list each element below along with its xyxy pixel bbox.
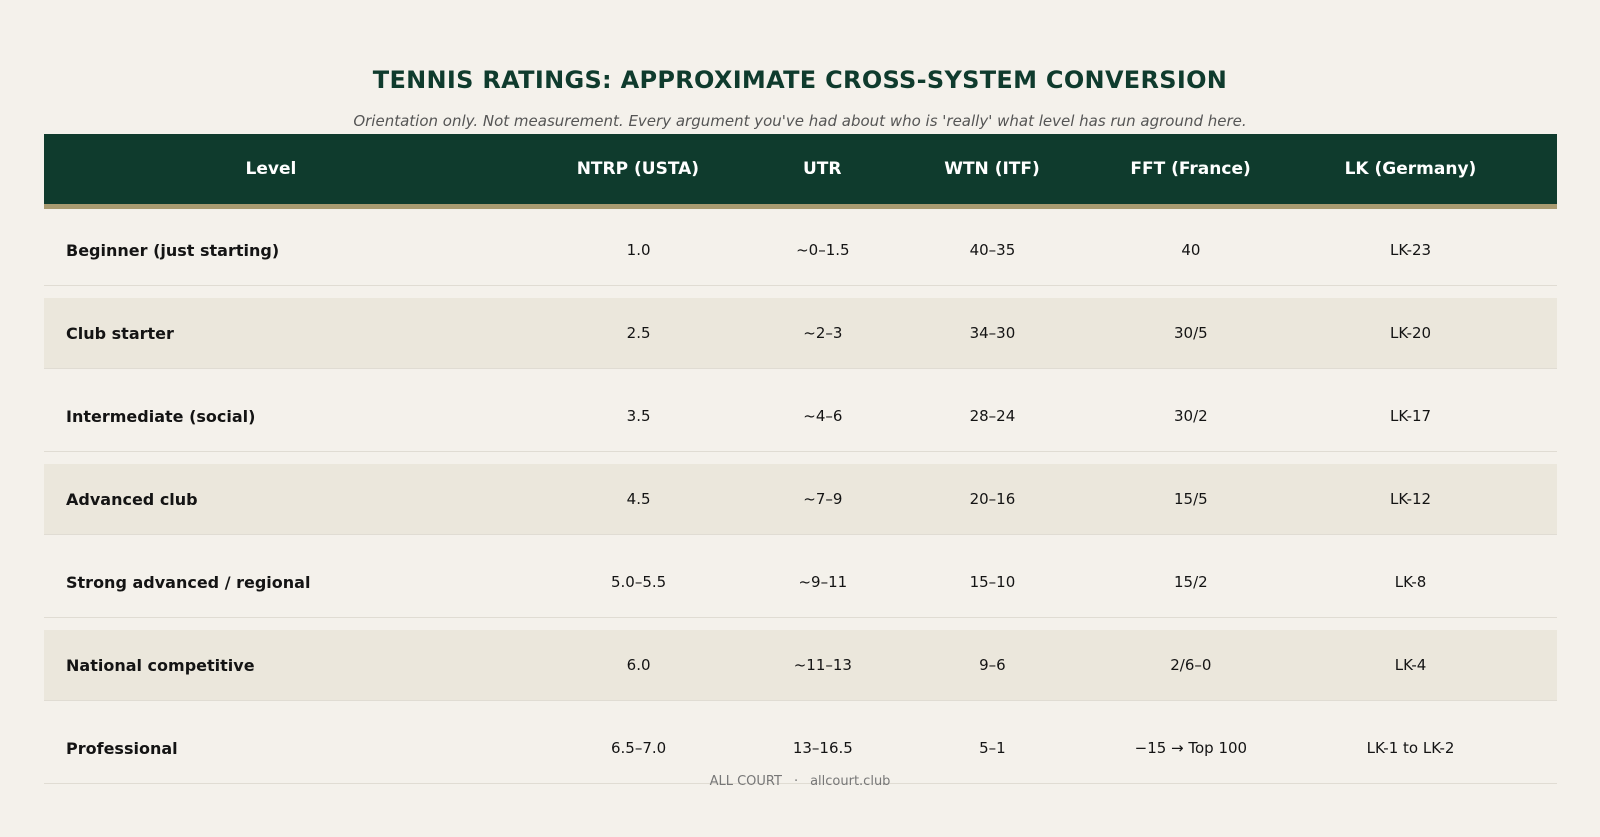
lk-cell: LK-1 to LK-2 — [1366, 739, 1455, 757]
utr-cell: ~0–1.5 — [796, 241, 850, 259]
conversion-table: Level NTRP (USTA) UTR WTN (ITF) FFT (Fra… — [44, 134, 1557, 784]
lk-cell: LK-12 — [1389, 490, 1432, 508]
utr-cell: 13–16.5 — [792, 739, 853, 757]
utr-cell: ~11–13 — [793, 656, 852, 674]
fft-cell: 30/2 — [1174, 407, 1208, 425]
fft-cell: 15/2 — [1174, 573, 1208, 591]
table-row: Advanced club 4.5 ~7–9 20–16 15/5 LK-12 — [44, 464, 1557, 535]
page-title: TENNIS RATINGS: APPROXIMATE CROSS-SYSTEM… — [372, 66, 1228, 94]
level-cell: Club starter — [66, 323, 174, 343]
lk-cell: LK-20 — [1389, 324, 1432, 342]
level-cell: Intermediate (social) — [66, 406, 256, 426]
column-header-lk: LK (Germany) — [1344, 159, 1477, 179]
wtn-cell: 40–35 — [969, 241, 1016, 259]
level-cell: Beginner (just starting) — [66, 240, 280, 260]
lk-cell: LK-17 — [1389, 407, 1432, 425]
level-cell: Professional — [66, 738, 178, 758]
wtn-cell: 20–16 — [969, 490, 1016, 508]
table-row: National competitive 6.0 ~11–13 9–6 2/6–… — [44, 630, 1557, 701]
table-row: Beginner (just starting) 1.0 ~0–1.5 40–3… — [44, 215, 1557, 286]
column-header-wtn: WTN (ITF) — [944, 159, 1040, 179]
level-cell: National competitive — [66, 655, 255, 675]
wtn-cell: 5–1 — [979, 739, 1006, 757]
column-header-fft: FFT (France) — [1130, 159, 1251, 179]
fft-cell: 30/5 — [1174, 324, 1208, 342]
table-row: Strong advanced / regional 5.0–5.5 ~9–11… — [44, 547, 1557, 618]
fft-cell: 2/6–0 — [1170, 656, 1212, 674]
ntrp-cell: 6.0 — [626, 656, 651, 674]
level-cell: Advanced club — [66, 489, 198, 509]
footer-separator: · — [793, 774, 799, 789]
table-header-row: Level NTRP (USTA) UTR WTN (ITF) FFT (Fra… — [44, 134, 1557, 209]
fft-cell: 15/5 — [1174, 490, 1208, 508]
ntrp-cell: 1.0 — [626, 241, 651, 259]
wtn-cell: 15–10 — [969, 573, 1016, 591]
column-header-utr: UTR — [803, 159, 842, 179]
table-row: Intermediate (social) 3.5 ~4–6 28–24 30/… — [44, 381, 1557, 452]
lk-cell: LK-8 — [1394, 573, 1427, 591]
fft-cell: 40 — [1181, 241, 1201, 259]
footer-brand: ALL COURT — [709, 774, 782, 789]
level-cell: Strong advanced / regional — [66, 572, 311, 592]
wtn-cell: 9–6 — [979, 656, 1006, 674]
footer-site-link[interactable]: allcourt.club — [810, 774, 891, 789]
table-row: Professional 6.5–7.0 13–16.5 5–1 −15 → T… — [44, 713, 1557, 784]
lk-cell: LK-4 — [1394, 656, 1427, 674]
wtn-cell: 34–30 — [969, 324, 1016, 342]
ntrp-cell: 3.5 — [626, 407, 651, 425]
fft-cell: −15 → Top 100 — [1134, 739, 1248, 757]
table-row: Club starter 2.5 ~2–3 34–30 30/5 LK-20 — [44, 298, 1557, 369]
column-header-ntrp: NTRP (USTA) — [576, 159, 700, 179]
ntrp-cell: 6.5–7.0 — [610, 739, 667, 757]
page-subtitle: Orientation only. Not measurement. Every… — [353, 112, 1247, 130]
utr-cell: ~2–3 — [803, 324, 843, 342]
utr-cell: ~9–11 — [798, 573, 848, 591]
ntrp-cell: 2.5 — [626, 324, 651, 342]
footer: ALL COURT · allcourt.club — [0, 774, 1600, 789]
utr-cell: ~7–9 — [803, 490, 843, 508]
ntrp-cell: 4.5 — [626, 490, 651, 508]
lk-cell: LK-23 — [1389, 241, 1432, 259]
wtn-cell: 28–24 — [969, 407, 1016, 425]
column-header-level: Level — [245, 159, 297, 179]
ntrp-cell: 5.0–5.5 — [610, 573, 667, 591]
utr-cell: ~4–6 — [803, 407, 843, 425]
